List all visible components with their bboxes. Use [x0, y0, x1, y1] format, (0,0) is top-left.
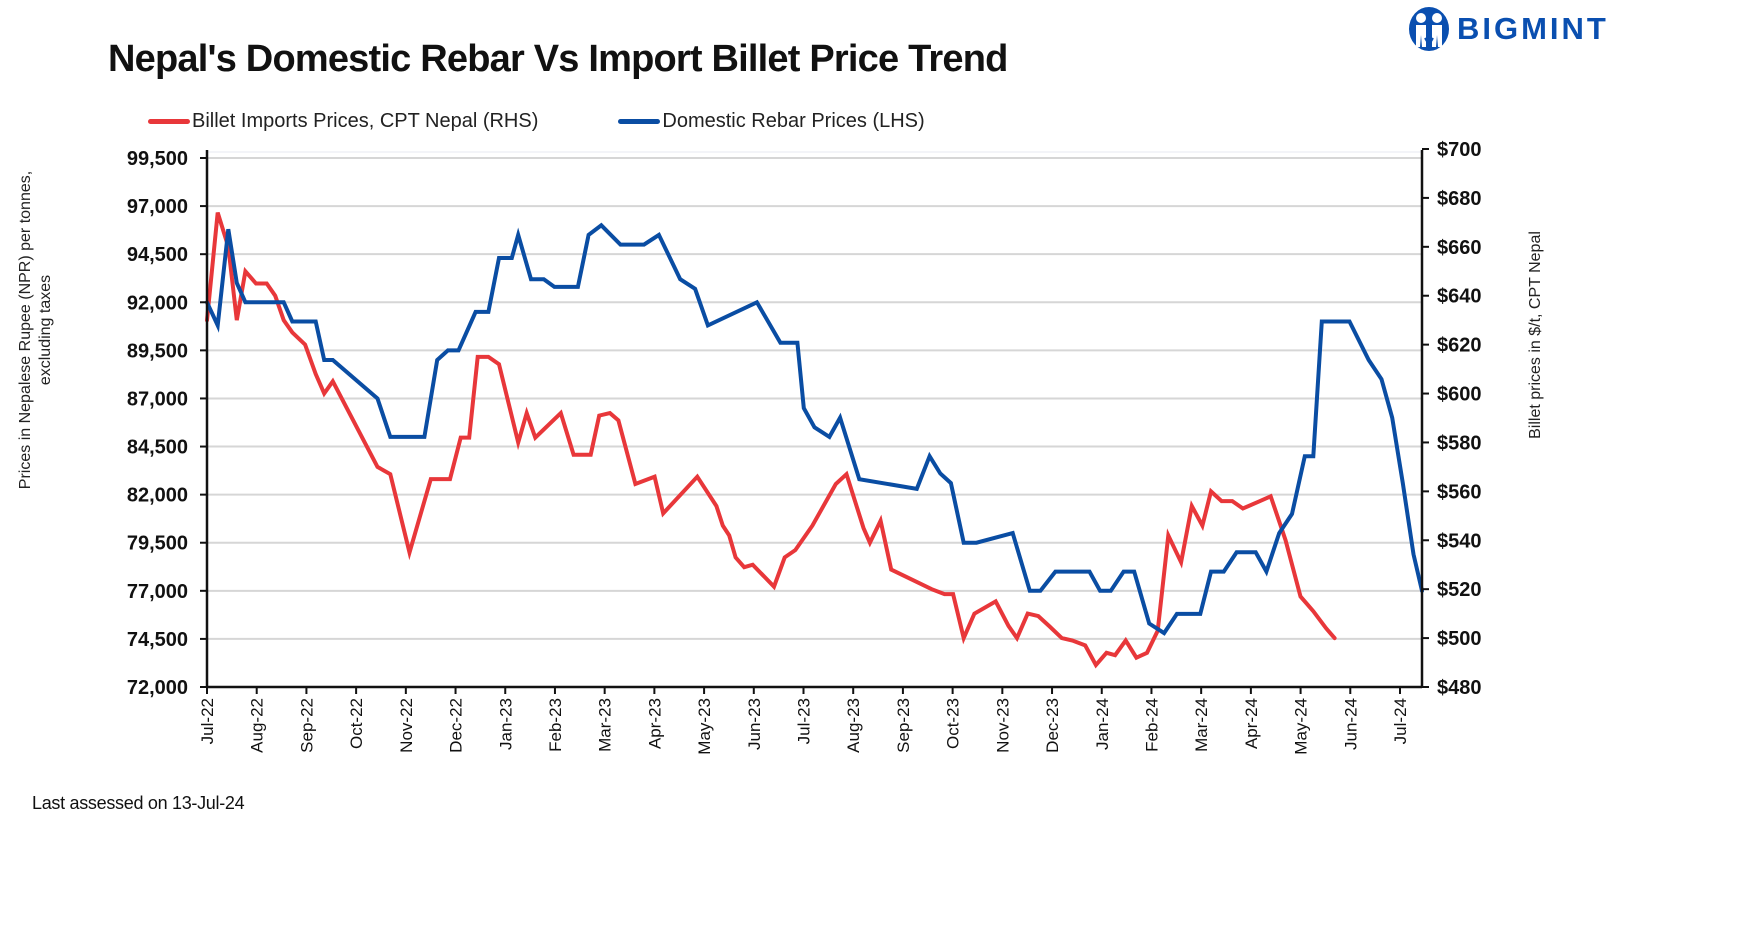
x-tick-label: Nov-23 [993, 698, 1012, 753]
legend-label-rebar: Domestic Rebar Prices (LHS) [662, 110, 925, 132]
x-tick-label: Mar-23 [596, 698, 615, 752]
x-tick-label: Apr-23 [645, 698, 664, 749]
y-left-tick-label: 77,000 [127, 581, 188, 603]
series-lines [205, 212, 1424, 669]
x-tick-label: Dec-23 [1043, 698, 1062, 753]
gridlines [207, 151, 1422, 640]
y-left-tick-label: 84,500 [127, 437, 188, 459]
x-tick-label: Sep-22 [297, 698, 316, 753]
y-left-tick-label: 82,000 [127, 485, 188, 507]
y-right-tick-label: $620 [1437, 335, 1482, 357]
y-right-tick-label: $700 [1437, 139, 1482, 161]
x-tick-label: Aug-23 [844, 698, 863, 753]
y-right-tick-label: $660 [1437, 237, 1482, 259]
x-tick-label: Jan-24 [1093, 698, 1112, 750]
legend-swatch-rebar [618, 119, 661, 124]
y-left-axis-title-line1: Prices in Nepalese Rupee (NPR) per tonne… [17, 171, 34, 489]
x-tick-label: Jul-22 [198, 698, 217, 744]
y-left-tick-label: 87,000 [127, 388, 188, 410]
x-tick-label: Aug-22 [248, 698, 267, 753]
x-tick-label: Feb-24 [1142, 698, 1161, 752]
y-left-tick-label: 99,500 [127, 148, 188, 170]
brand-name: BIGMINT [1457, 11, 1609, 46]
y-left-tick-label: 94,500 [127, 244, 188, 266]
series-line-billet-imports [205, 212, 1337, 669]
y-right-tick-label: $480 [1437, 677, 1482, 699]
y-left-tick-label: 92,000 [127, 292, 188, 314]
y-left-tick-label: 89,500 [127, 340, 188, 362]
x-tick-label: Oct-23 [944, 698, 963, 749]
y-left-axis-title-line2: excluding taxes [37, 275, 54, 385]
y-right-tick-label: $680 [1437, 188, 1482, 210]
x-tick-label: Jan-23 [496, 698, 515, 750]
y-left-tick-label: 74,500 [127, 629, 188, 651]
x-tick-label: Apr-24 [1242, 698, 1261, 749]
series-line-domestic-rebar [205, 222, 1424, 636]
y-right-tick-label: $600 [1437, 384, 1482, 406]
chart-title: Nepal's Domestic Rebar Vs Import Billet … [108, 38, 1008, 80]
y-right-tick-label: $540 [1437, 530, 1482, 552]
x-tick-label: Mar-24 [1192, 698, 1211, 752]
y-right-tick-label: $640 [1437, 286, 1482, 308]
legend-label-billet: Billet Imports Prices, CPT Nepal (RHS) [192, 110, 539, 132]
axes: 72,000 74,500 77,000 79,500 82,000 84,500 87,0… [127, 139, 1482, 755]
y-right-tick-label: $580 [1437, 432, 1482, 454]
y-right-tick-label: $560 [1437, 481, 1482, 503]
y-left-tick-label: 79,500 [127, 533, 188, 555]
legend-item-rebar: Domestic Rebar Prices (LHS) [618, 110, 925, 133]
x-tick-label: Dec-22 [447, 698, 466, 753]
x-tick-label: Jun-23 [745, 698, 764, 750]
x-tick-label: Oct-22 [347, 698, 366, 749]
y-left-tick-label: 72,000 [127, 677, 188, 699]
y-right-tick-label: $520 [1437, 579, 1482, 601]
x-tick-label: Jul-24 [1391, 698, 1410, 744]
last-assessed-note: Last assessed on 13-Jul-24 [32, 793, 245, 813]
x-tick-label: Sep-23 [894, 698, 913, 753]
chart-legend: Billet Imports Prices, CPT Nepal (RHS) D… [148, 110, 1005, 133]
bigmint-people-logo-icon [1409, 7, 1449, 51]
y-right-tick-label: $500 [1437, 628, 1482, 650]
x-tick-label: Feb-23 [546, 698, 565, 752]
brand-logo: BIGMINT [1407, 6, 1609, 52]
legend-swatch-billet [148, 119, 190, 124]
y-left-tick-label: 97,000 [127, 196, 188, 218]
x-tick-label: Jun-24 [1341, 698, 1360, 750]
x-tick-label: Nov-22 [397, 698, 416, 753]
x-tick-label: May-23 [695, 698, 714, 755]
x-tick-label: Jul-23 [795, 698, 814, 744]
y-right-axis-title: Billet prices in $/t, CPT Nepal [1527, 231, 1544, 439]
x-tick-label: May-24 [1292, 698, 1311, 755]
legend-item-billet: Billet Imports Prices, CPT Nepal (RHS) [148, 110, 538, 133]
